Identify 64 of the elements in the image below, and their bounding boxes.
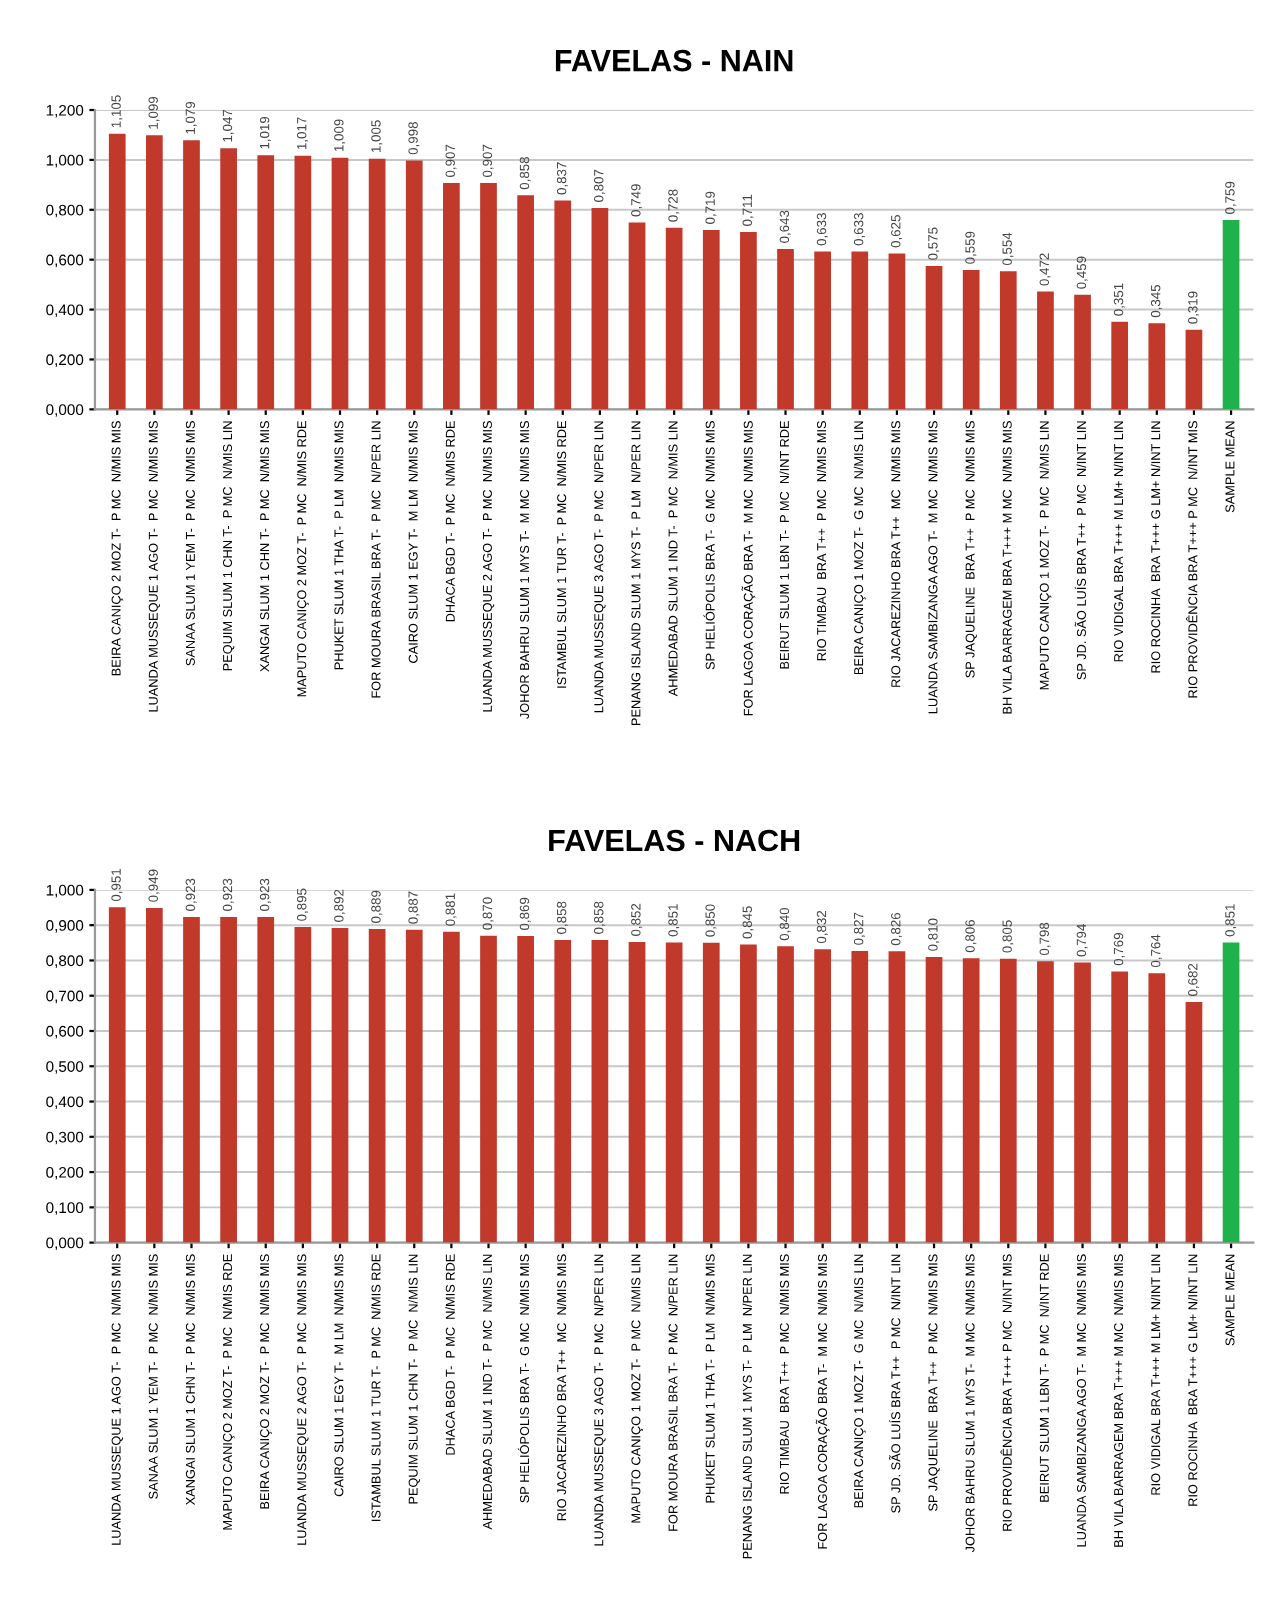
bar	[702, 942, 720, 1243]
bar	[108, 907, 126, 1243]
bar	[368, 929, 386, 1243]
bar	[443, 931, 460, 1243]
bar	[108, 133, 126, 410]
bar	[665, 942, 683, 1243]
bar	[1074, 294, 1091, 410]
bar	[1037, 291, 1054, 410]
bar	[740, 232, 757, 410]
bar	[220, 917, 237, 1243]
bar	[517, 936, 534, 1243]
bar	[294, 155, 312, 410]
bar	[665, 227, 683, 410]
bar	[628, 222, 646, 410]
bar	[591, 939, 609, 1243]
bar	[814, 251, 832, 410]
bar	[888, 951, 906, 1243]
bar	[220, 148, 237, 410]
bar	[999, 271, 1017, 410]
bar	[183, 917, 200, 1243]
bar	[628, 942, 646, 1243]
bar	[777, 946, 794, 1243]
bar	[1074, 962, 1091, 1243]
bar	[962, 269, 980, 410]
bar	[1037, 961, 1054, 1243]
bar	[554, 200, 572, 410]
bar	[480, 935, 497, 1243]
bar	[368, 158, 386, 410]
bar	[702, 230, 720, 410]
bar	[925, 956, 943, 1243]
bar	[1148, 973, 1166, 1243]
bar	[554, 939, 572, 1243]
bar	[331, 157, 349, 410]
chart-title: FAVELAS - NAIN	[555, 49, 793, 72]
bar	[851, 251, 869, 410]
bar	[257, 917, 275, 1243]
bar	[851, 950, 869, 1243]
bar	[888, 253, 906, 410]
bar	[183, 140, 200, 410]
bar	[146, 907, 163, 1243]
bar	[1222, 942, 1240, 1243]
bar	[962, 958, 980, 1243]
bar	[1111, 971, 1129, 1243]
bar	[814, 949, 832, 1243]
bar	[405, 160, 423, 410]
bar	[1222, 220, 1240, 410]
bar	[1111, 321, 1129, 410]
bar	[925, 265, 943, 410]
bar	[591, 208, 609, 410]
bar	[740, 944, 757, 1243]
bar	[257, 155, 275, 410]
bar	[1185, 1002, 1203, 1243]
bar	[999, 958, 1017, 1243]
bar	[443, 183, 460, 410]
bar	[777, 248, 794, 410]
bar	[1185, 329, 1203, 410]
bar	[405, 929, 423, 1243]
chart-title: FAVELAS - NACH	[549, 829, 800, 852]
bar	[331, 927, 349, 1243]
bar	[294, 926, 312, 1243]
bar	[480, 183, 497, 410]
bar	[517, 195, 534, 410]
bar	[1148, 323, 1166, 410]
bar	[146, 135, 163, 410]
